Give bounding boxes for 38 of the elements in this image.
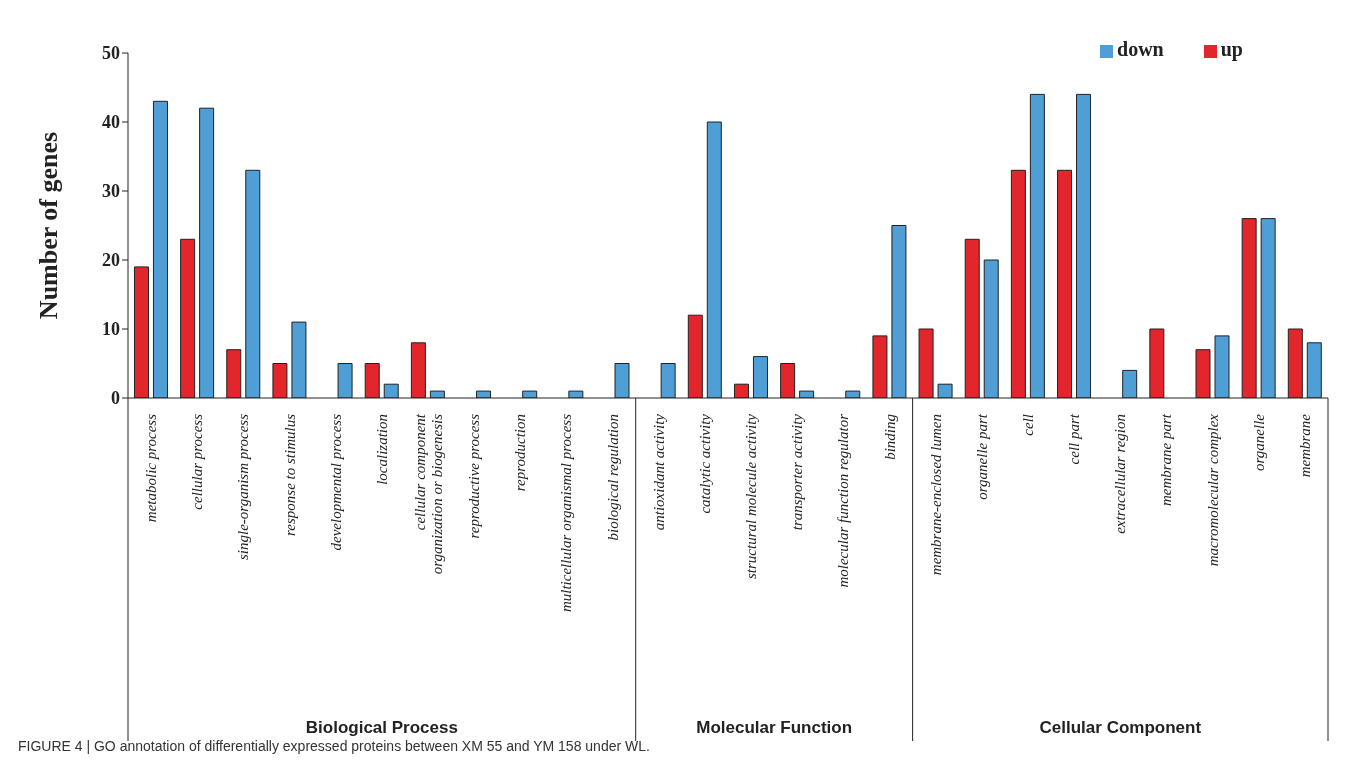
- x-tick-label: reproductive process: [466, 413, 483, 539]
- x-tick-label: organelle: [1250, 413, 1267, 471]
- x-tick-label: membrane: [1296, 413, 1313, 478]
- x-tick-label: membrane part: [1158, 413, 1175, 507]
- text: Cellular Component: [1039, 718, 1202, 737]
- text: Biological Process: [305, 718, 458, 737]
- x-tick-label: macromolecular complex: [1204, 413, 1221, 567]
- y-tick-label: 0: [111, 388, 120, 409]
- y-axis-title: Number of genes: [34, 131, 64, 320]
- x-tick-label: binding: [881, 413, 898, 460]
- y-tick-label: 40: [102, 112, 120, 133]
- y-tick-label: 20: [102, 250, 120, 271]
- x-tick-label: organelle part: [973, 413, 990, 500]
- x-tick-label: reproduction: [512, 414, 529, 492]
- legend-label: up: [1220, 38, 1243, 60]
- x-tick-label: localization: [373, 414, 390, 485]
- x-tick-label: developmental process: [327, 413, 344, 551]
- x-tick-label: cell part: [1066, 413, 1083, 465]
- x-tick-label: response to stimulus: [281, 413, 298, 536]
- x-tick-label: biological regulation: [604, 414, 621, 541]
- caption: FIGURE 4 | GO annotation of differentially expressed proteins between XM 55 and YM 158 under WL.: [17, 738, 651, 754]
- x-tick-label: metabolic process: [143, 413, 160, 523]
- y-tick-label: 50: [102, 43, 120, 64]
- text: Molecular Function: [696, 718, 853, 737]
- x-tick-label: multicellular organismal process: [558, 413, 575, 613]
- y-tick-label: 30: [102, 181, 120, 202]
- x-tick-label: transporter activity: [789, 413, 806, 531]
- x-tick-label: cell: [1020, 414, 1036, 436]
- x-tick-label: membrane-enclosed lumen: [927, 414, 944, 576]
- x-tick-label: structural molecule activity: [743, 413, 760, 579]
- x-tick-label: cellular process: [189, 413, 206, 510]
- x-tick-label: molecular function regulator: [835, 413, 852, 588]
- x-tick-label: single-organism process: [235, 413, 252, 560]
- legend-label: down: [1117, 38, 1164, 60]
- x-tick-label: extracellular region: [1112, 414, 1129, 534]
- x-tick-label: catalytic activity: [696, 413, 713, 514]
- x-tick-label: antioxidant activity: [650, 413, 667, 531]
- y-tick-label: 10: [102, 319, 120, 340]
